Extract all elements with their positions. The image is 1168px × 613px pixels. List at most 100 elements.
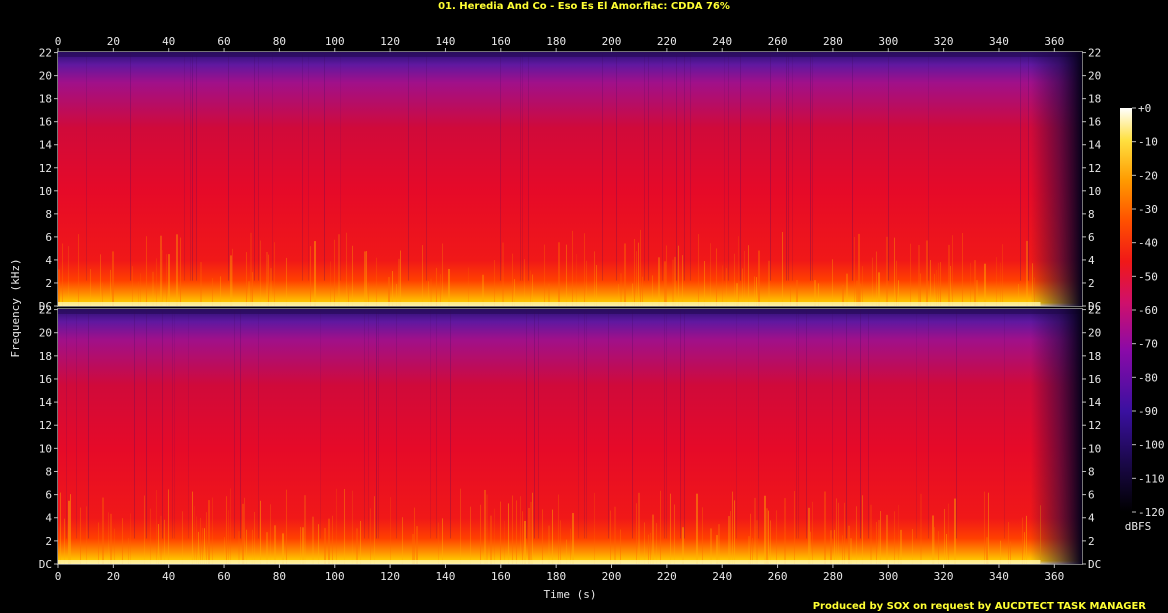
y-tick-label-right: 4 <box>1088 254 1095 267</box>
colorbar-tick-label: -50 <box>1138 270 1158 283</box>
x-tick-label-top: 0 <box>55 35 62 48</box>
colorbar-tick-label: -40 <box>1138 237 1158 250</box>
x-tick-label-top: 320 <box>934 35 954 48</box>
x-tick-label-top: 60 <box>217 35 230 48</box>
x-tick-label-top: 200 <box>602 35 622 48</box>
spectrogram-texture <box>60 309 1041 564</box>
spectrogram-texture <box>58 52 1035 306</box>
spectrogram-panel-right <box>57 308 1083 565</box>
y-tick-label-right: 22 <box>1088 47 1101 60</box>
y-tick-label-right: 2 <box>1088 535 1095 548</box>
colorbar-tick-label: -30 <box>1138 203 1158 216</box>
spectrogram-fill <box>58 52 1082 306</box>
x-tick-label-bottom: 40 <box>162 570 175 583</box>
x-tick-label-top: 80 <box>273 35 286 48</box>
x-axis-label: Time (s) <box>544 588 597 601</box>
x-tick-label-bottom: 220 <box>657 570 677 583</box>
x-tick-label-bottom: 120 <box>380 570 400 583</box>
x-tick-label-top: 220 <box>657 35 677 48</box>
y-tick-label-right: DC <box>1088 558 1101 571</box>
colorbar-tick-label: +0 <box>1138 102 1151 115</box>
x-tick-label-bottom: 320 <box>934 570 954 583</box>
y-tick-label-left: 14 <box>39 139 53 152</box>
x-tick-label-top: 140 <box>436 35 456 48</box>
colorbar-tick-label: -120 <box>1138 506 1165 519</box>
y-tick-label-left: DC <box>39 300 52 313</box>
y-tick-label-right: 16 <box>1088 116 1101 129</box>
x-tick-label-bottom: 160 <box>491 570 511 583</box>
fade-out-region <box>1030 52 1082 306</box>
y-tick-label-right: 6 <box>1088 231 1095 244</box>
x-tick-label-bottom: 100 <box>325 570 345 583</box>
y-tick-label-left: 22 <box>39 47 52 60</box>
y-tick-label-left: 2 <box>45 277 52 290</box>
y-tick-label-right: 20 <box>1088 70 1101 83</box>
y-tick-label-right: 18 <box>1088 93 1101 106</box>
x-tick-label-bottom: 340 <box>989 570 1009 583</box>
y-tick-label-left: 12 <box>39 419 52 432</box>
y-tick-label-right: 6 <box>1088 489 1095 502</box>
y-tick-label-left: 18 <box>39 350 52 363</box>
colorbar-tick-label: -60 <box>1138 304 1158 317</box>
y-tick-label-left: 18 <box>39 93 52 106</box>
y-tick-label-right: 22 <box>1088 304 1101 317</box>
x-tick-label-top: 40 <box>162 35 175 48</box>
x-tick-label-bottom: 80 <box>273 570 286 583</box>
y-tick-label-left: 4 <box>45 512 52 525</box>
y-tick-label-left: 2 <box>45 535 52 548</box>
y-tick-label-left: 12 <box>39 162 52 175</box>
x-tick-label-bottom: 0 <box>55 570 62 583</box>
y-tick-label-left: 14 <box>39 396 53 409</box>
x-tick-label-bottom: 280 <box>823 570 843 583</box>
colorbar-tick-label: -20 <box>1138 169 1158 182</box>
x-tick-label-bottom: 300 <box>878 570 898 583</box>
x-tick-label-bottom: 20 <box>107 570 120 583</box>
colorbar-tick-label: -100 <box>1138 439 1165 452</box>
y-tick-label-right: 16 <box>1088 373 1101 386</box>
y-tick-label-right: 10 <box>1088 442 1101 455</box>
x-tick-label-top: 180 <box>546 35 566 48</box>
y-tick-label-right: 12 <box>1088 419 1101 432</box>
spectrogram-fill <box>58 309 1082 564</box>
x-tick-label-top: 240 <box>712 35 732 48</box>
x-tick-label-top: 120 <box>380 35 400 48</box>
y-tick-label-right: 18 <box>1088 350 1101 363</box>
y-tick-label-left: 6 <box>45 231 52 244</box>
chart-title: 01. Heredia And Co - Eso Es El Amor.flac… <box>438 1 730 12</box>
colorbar-tick-label: -90 <box>1138 405 1158 418</box>
y-tick-label-left: 20 <box>39 70 52 83</box>
y-tick-label-right: 12 <box>1088 162 1101 175</box>
y-tick-label-left: 4 <box>45 254 52 267</box>
x-tick-label-bottom: 200 <box>602 570 622 583</box>
x-tick-label-bottom: 240 <box>712 570 732 583</box>
y-tick-label-left: 20 <box>39 327 52 340</box>
colorbar-tick-label: -80 <box>1138 371 1158 384</box>
x-tick-label-top: 300 <box>878 35 898 48</box>
x-tick-label-top: 100 <box>325 35 345 48</box>
y-tick-label-left: 22 <box>39 304 52 317</box>
x-tick-label-bottom: 360 <box>1044 570 1064 583</box>
y-tick-label-right: 20 <box>1088 327 1101 340</box>
y-tick-label-left: 6 <box>45 489 52 502</box>
x-tick-label-bottom: 180 <box>546 570 566 583</box>
x-tick-label-bottom: 60 <box>217 570 230 583</box>
x-tick-label-top: 280 <box>823 35 843 48</box>
x-tick-label-bottom: 260 <box>768 570 788 583</box>
x-tick-label-top: 260 <box>768 35 788 48</box>
x-tick-label-top: 360 <box>1044 35 1064 48</box>
y-tick-label-left: 10 <box>39 185 52 198</box>
y-tick-label-right: 14 <box>1088 139 1102 152</box>
y-tick-label-left: 16 <box>39 116 52 129</box>
y-tick-label-left: DC <box>39 558 52 571</box>
spectrogram-panel-left <box>57 51 1083 307</box>
y-tick-label-left: 8 <box>45 465 52 478</box>
footer-credit: Produced by SOX on request by AUCDTECT T… <box>812 601 1146 612</box>
x-tick-label-top: 20 <box>107 35 120 48</box>
fade-out-region <box>1030 309 1082 564</box>
y-tick-label-right: DC <box>1088 300 1101 313</box>
y-tick-label-right: 2 <box>1088 277 1095 290</box>
x-tick-label-top: 160 <box>491 35 511 48</box>
x-tick-label-bottom: 140 <box>436 570 456 583</box>
y-tick-label-left: 16 <box>39 373 52 386</box>
